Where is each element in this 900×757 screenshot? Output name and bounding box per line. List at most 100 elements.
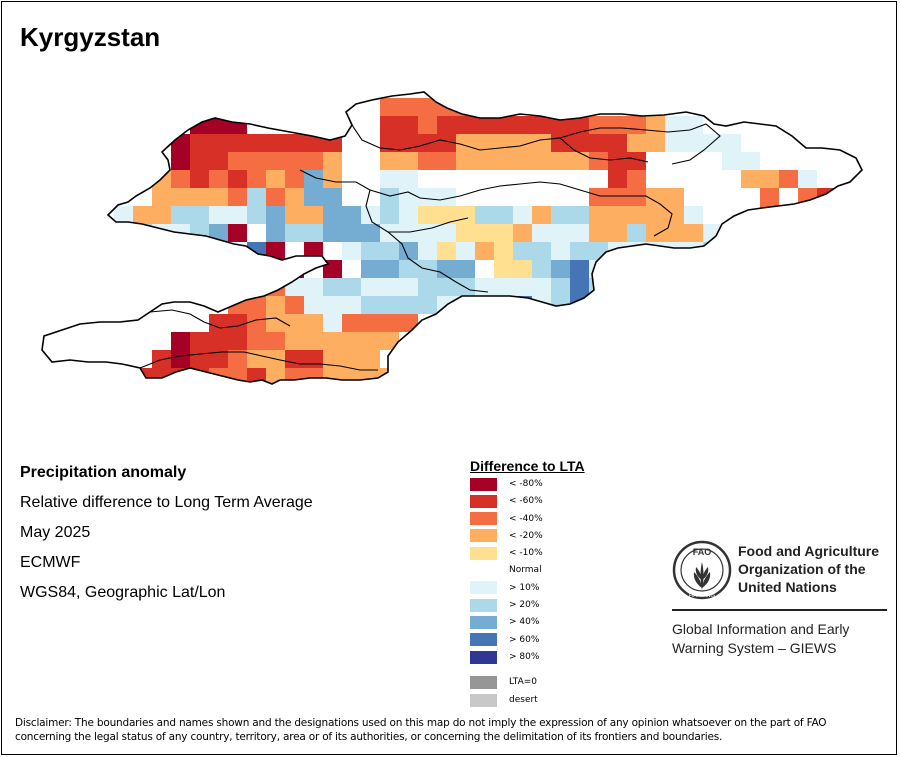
anomaly-cell [209, 350, 228, 368]
anomaly-cell [494, 242, 513, 260]
anomaly-cell [266, 314, 285, 332]
anomaly-cell [494, 206, 513, 224]
anomaly-cell [152, 404, 171, 422]
anomaly-cell [247, 188, 266, 206]
legend-swatch [470, 529, 497, 543]
anomaly-cell [323, 206, 342, 224]
anomaly-cell [532, 152, 551, 170]
anomaly-cell [475, 134, 494, 152]
anomaly-cell [418, 422, 437, 440]
legend-swatch [470, 675, 497, 689]
anomaly-cell [437, 242, 456, 260]
anomaly-cell [399, 278, 418, 296]
anomaly-cell [247, 278, 266, 296]
legend-item: < -80% [470, 477, 543, 491]
anomaly-cell [532, 314, 551, 332]
anomaly-cell [209, 386, 228, 404]
anomaly-cell [399, 116, 418, 134]
anomaly-cell [266, 404, 285, 422]
anomaly-cell [760, 224, 779, 242]
anomaly-cell [209, 332, 228, 350]
anomaly-cell [209, 242, 228, 260]
anomaly-cell [399, 152, 418, 170]
anomaly-cell [380, 278, 399, 296]
anomaly-cell [646, 278, 665, 296]
anomaly-cell [323, 422, 342, 440]
anomaly-cell [513, 206, 532, 224]
anomaly-cell [209, 134, 228, 152]
anomaly-cell [608, 260, 627, 278]
anomaly-cell [494, 152, 513, 170]
anomaly-cell [190, 350, 209, 368]
anomaly-cell [741, 224, 760, 242]
anomaly-cell [779, 242, 798, 260]
anomaly-cell [152, 350, 171, 368]
legend-swatch [470, 494, 497, 508]
anomaly-cell [456, 224, 475, 242]
legend-label: < -10% [509, 548, 543, 559]
anomaly-cell [266, 152, 285, 170]
anomaly-cell [798, 206, 817, 224]
anomaly-cell [741, 260, 760, 278]
anomaly-cell [627, 278, 646, 296]
anomaly-cell [779, 224, 798, 242]
anomaly-cell [323, 188, 342, 206]
anomaly-cell [779, 206, 798, 224]
anomaly-cell [494, 260, 513, 278]
anomaly-cell [190, 206, 209, 224]
anomaly-cell [399, 206, 418, 224]
anomaly-cell [361, 224, 380, 242]
anomaly-cell [551, 278, 570, 296]
anomaly-cell [285, 368, 304, 384]
projection-text: WGS84, Geographic Lat/Lon [20, 584, 226, 601]
anomaly-cell [665, 242, 684, 260]
anomaly-cell [114, 224, 133, 242]
anomaly-cell [361, 278, 380, 296]
anomaly-cell [475, 152, 494, 170]
anomaly-cell [608, 170, 627, 188]
anomaly-cell [190, 170, 209, 188]
anomaly-cell [304, 206, 323, 224]
anomaly-cell [494, 224, 513, 242]
anomaly-cell [475, 116, 494, 134]
anomaly-cell [741, 152, 760, 170]
anomaly-cell [437, 116, 456, 134]
anomaly-cell [171, 242, 190, 260]
anomaly-cell [418, 404, 437, 422]
anomaly-cell [608, 152, 627, 170]
anomaly-cell [608, 116, 627, 134]
anomaly-cell [589, 278, 608, 296]
anomaly-cell [228, 188, 247, 206]
anomaly-cell [304, 314, 323, 332]
anomaly-cell [589, 134, 608, 152]
anomaly-cell [285, 134, 304, 152]
fao-logo-icon: FAO FIAT PANIS [672, 540, 732, 600]
anomaly-cell [589, 242, 608, 260]
anomaly-cell [589, 314, 608, 332]
anomaly-cell [266, 386, 285, 404]
anomaly-cell [418, 116, 437, 134]
anomaly-cell [266, 422, 285, 440]
anomaly-cell [304, 224, 323, 242]
anomaly-cell [361, 404, 380, 422]
anomaly-cell [665, 260, 684, 278]
anomaly-cell [627, 188, 646, 206]
legend-label: < -40% [509, 513, 543, 524]
anomaly-cell [798, 260, 817, 278]
anomaly-cell [380, 404, 399, 422]
anomaly-cell [266, 296, 285, 314]
anomaly-cell [361, 386, 380, 404]
anomaly-cell [418, 278, 437, 296]
anomaly-cell [285, 404, 304, 422]
anomaly-cell [228, 350, 247, 368]
anomaly-cell [494, 134, 513, 152]
legend-item: < -10% [470, 546, 543, 560]
anomaly-cell [475, 224, 494, 242]
anomaly-cell [95, 386, 114, 404]
anomaly-cell [399, 260, 418, 278]
anomaly-cell [114, 386, 133, 404]
anomaly-cell [589, 206, 608, 224]
legend-label: < -60% [509, 496, 543, 507]
anomaly-cell [646, 188, 665, 206]
country-border [41, 91, 863, 385]
